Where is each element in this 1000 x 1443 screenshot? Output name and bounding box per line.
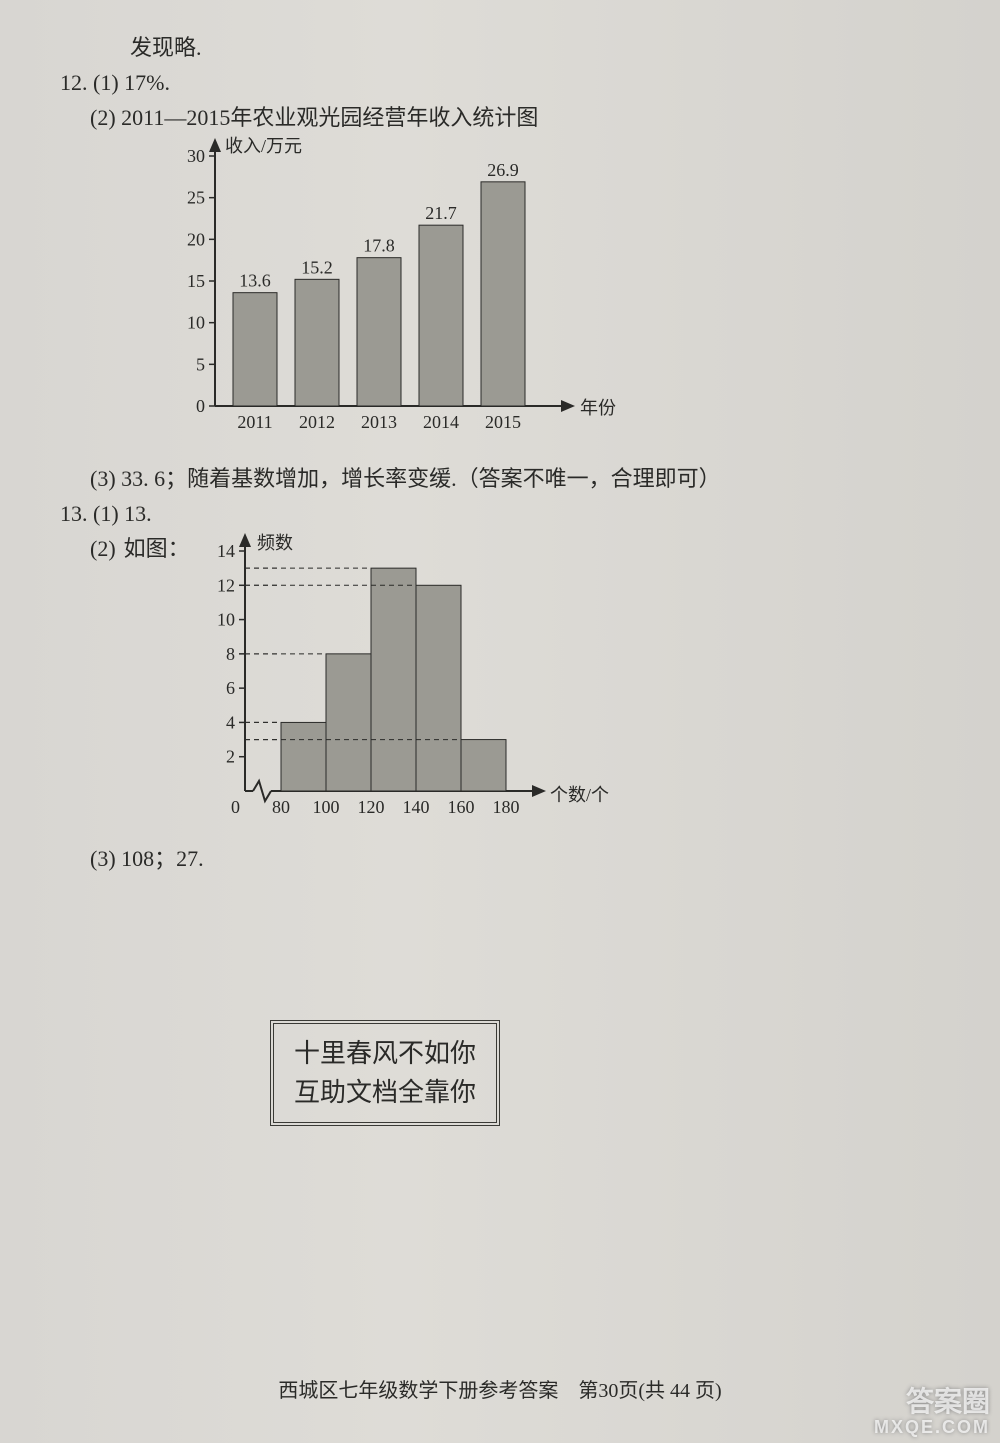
chart1-container: 0 5 10 15 20 25 30 收入/万元年份 13.6 2011 15.2 2012 17.8 2… (60, 136, 940, 461)
svg-text:8: 8 (226, 644, 235, 664)
svg-text:25: 25 (187, 187, 205, 207)
q13-number: 13. (60, 501, 88, 526)
svg-text:100: 100 (312, 797, 339, 817)
svg-text:180: 180 (492, 797, 519, 817)
text-faxian: 发现略. (60, 30, 940, 65)
svg-text:160: 160 (447, 797, 474, 817)
q13-part3: (3) 108；27. (60, 841, 940, 876)
svg-text:2014: 2014 (423, 412, 459, 432)
stamp-line1: 十里春风不如你 (294, 1034, 476, 1073)
svg-text:频数: 频数 (257, 533, 293, 553)
svg-text:4: 4 (226, 712, 235, 732)
chart1: 0 5 10 15 20 25 30 收入/万元年份 13.6 2011 15.2 2012 17.8 2… (160, 136, 630, 456)
svg-text:14: 14 (217, 541, 235, 561)
watermark-bottom: MXQE.COM (874, 1418, 990, 1438)
svg-text:2: 2 (226, 747, 235, 767)
svg-text:12: 12 (217, 575, 235, 595)
svg-text:5: 5 (196, 354, 205, 374)
q12-part2-row: (2) 2011—2015年农业观光园经营年收入统计图 (60, 100, 940, 135)
q12-part1: (1) 17%. (93, 70, 170, 95)
svg-text:2011: 2011 (237, 412, 272, 432)
svg-text:2015: 2015 (485, 412, 521, 432)
svg-text:10: 10 (217, 610, 235, 630)
svg-text:年份: 年份 (580, 398, 616, 418)
q13-part2-row: (2) 如图： 0 2 4 6 8 10 12 14 频数个数/个 80 100 120 140 160 1… (60, 531, 940, 841)
svg-text:21.7: 21.7 (425, 203, 457, 223)
svg-text:120: 120 (357, 797, 384, 817)
svg-text:15.2: 15.2 (301, 257, 333, 277)
svg-text:80: 80 (272, 797, 290, 817)
svg-text:0: 0 (196, 396, 205, 416)
page: 发现略. 12. (1) 17%. (2) 2011—2015年农业观光园经营年… (0, 0, 1000, 1443)
q12-row: 12. (1) 17%. (60, 65, 940, 100)
q12-part3: (3) 33. 6；随着基数增加，增长率变缓.（答案不唯一，合理即可） (60, 461, 940, 496)
svg-text:30: 30 (187, 146, 205, 166)
q13-part2-label: 如图： (124, 531, 190, 566)
page-footer: 西城区七年级数学下册参考答案 第30页(共 44 页) (0, 1374, 1000, 1403)
svg-text:20: 20 (187, 229, 205, 249)
q12-part2: (2) (90, 105, 116, 130)
q13-part2: (2) (90, 531, 116, 566)
watermark-top: 答案圈 (874, 1387, 990, 1418)
svg-text:0: 0 (231, 797, 240, 817)
q13-row: 13. (1) 13. (60, 496, 940, 531)
svg-text:10: 10 (187, 312, 205, 332)
svg-text:2013: 2013 (361, 412, 397, 432)
svg-text:13.6: 13.6 (239, 270, 271, 290)
svg-text:26.9: 26.9 (487, 159, 519, 179)
svg-text:个数/个: 个数/个 (550, 785, 609, 805)
svg-text:2012: 2012 (299, 412, 335, 432)
stamp-line2: 互助文档全靠你 (294, 1073, 476, 1112)
stamp-box: 十里春风不如你 互助文档全靠你 (270, 1020, 500, 1126)
chart2: 0 2 4 6 8 10 12 14 频数个数/个 80 100 120 140 160 180 (190, 531, 620, 841)
q13-part1: (1) 13. (93, 501, 152, 526)
svg-text:6: 6 (226, 678, 235, 698)
svg-text:17.8: 17.8 (363, 235, 395, 255)
svg-text:15: 15 (187, 271, 205, 291)
svg-text:收入/万元: 收入/万元 (225, 136, 302, 156)
q12-number: 12. (60, 70, 88, 95)
svg-text:140: 140 (402, 797, 429, 817)
watermark: 答案圈 MXQE.COM (874, 1387, 990, 1438)
chart1-title: 2011—2015年农业观光园经营年收入统计图 (121, 105, 538, 130)
